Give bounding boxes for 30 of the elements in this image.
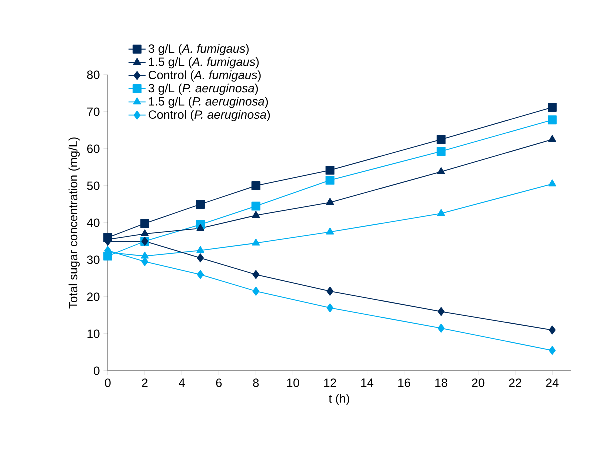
y-tick-label: 20	[87, 292, 100, 302]
y-tick-label: 0	[94, 366, 100, 376]
y-tick-label: 50	[87, 182, 100, 190]
x-tick-label: 8	[253, 378, 259, 388]
x-tick-label: 24	[546, 378, 559, 388]
x-tick-label: 22	[509, 378, 522, 388]
y-axis-title: Total sugar concentration (mg/L)	[68, 138, 80, 309]
x-tick-label: 12	[324, 378, 336, 388]
y-tick-label: 40	[87, 218, 100, 228]
legend-label: 3 g/L (A. fumigaus)	[148, 44, 249, 56]
legend-label: 1.5 g/L (A. fumigaus)	[149, 57, 259, 69]
y-tick-label: 60	[87, 144, 100, 154]
y-tick-label: 70	[87, 108, 100, 116]
legend-label: 3 g/L (P. aeruginosa)	[148, 84, 258, 96]
x-tick-label: 2	[142, 378, 148, 388]
x-tick-label: 18	[436, 378, 448, 388]
y-tick-label: 10	[88, 330, 100, 338]
legend-label: Control (P. aeruginosa)	[148, 110, 270, 122]
x-tick-label: 10	[287, 378, 300, 388]
y-tick-label: 80	[87, 70, 100, 80]
y-tick-label: 30	[87, 256, 100, 264]
x-tick-label: 4	[179, 378, 186, 388]
legend-label: 1.5 g/L (P. aeruginosa)	[149, 97, 268, 108]
legend-label: Control (A. fumigaus)	[148, 70, 261, 82]
x-tick-label: 0	[105, 378, 111, 388]
x-tick-label: 16	[398, 378, 410, 388]
x-tick-label: 20	[472, 378, 485, 388]
x-axis-title: t (h)	[329, 394, 350, 406]
x-tick-label: 6	[216, 378, 222, 388]
x-tick-label: 14	[362, 378, 374, 388]
